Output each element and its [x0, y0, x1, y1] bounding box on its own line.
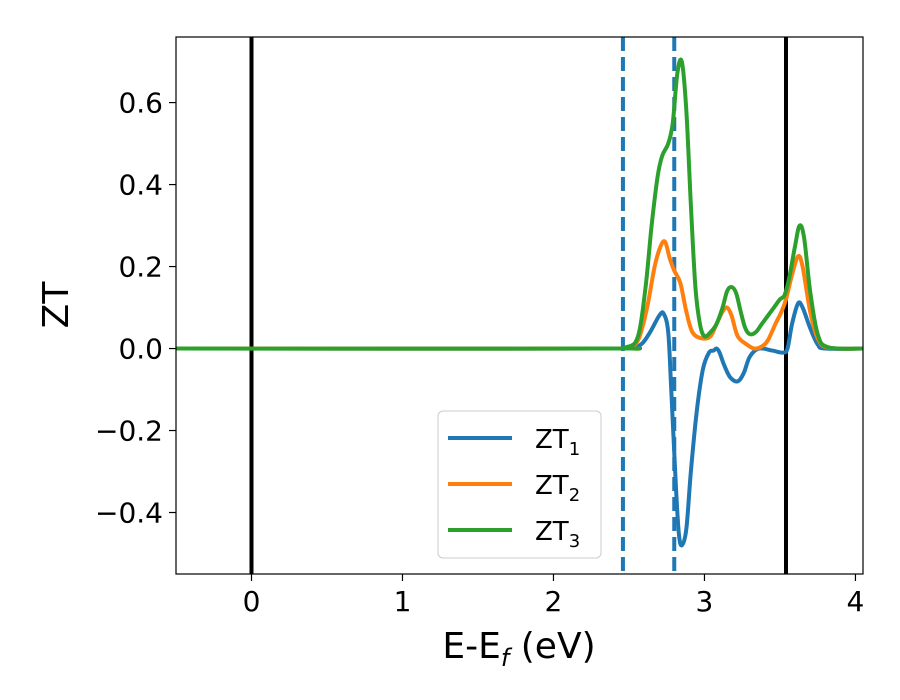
y-axis-ticks: −0.4 −0.2 0.0 0.2 0.4 0.6 — [95, 87, 176, 530]
legend-label-zt3: ZT3 — [535, 517, 580, 552]
series-lines — [176, 57, 863, 548]
y-tick-label: 0.0 — [118, 333, 163, 366]
plot-frame — [175, 36, 864, 575]
x-tick-label: 2 — [545, 585, 563, 618]
x-tick-label: 1 — [394, 585, 412, 618]
x-axis-title-main: E-E — [442, 626, 500, 667]
series-line-zt1 — [176, 300, 863, 548]
y-tick-label: −0.2 — [95, 415, 163, 448]
legend-box — [437, 410, 602, 559]
x-tick-label: 4 — [847, 585, 865, 618]
x-axis-title-unit: (eV) — [509, 626, 595, 667]
series-line-zt3 — [176, 57, 863, 351]
y-tick-label: −0.4 — [95, 497, 163, 530]
legend-label-zt2: ZT2 — [535, 471, 580, 506]
y-tick-label: 0.4 — [118, 169, 163, 202]
y-axis-title: ZT — [36, 281, 77, 329]
y-tick-label: 0.6 — [118, 87, 163, 120]
legend-label-zt1: ZT1 — [535, 425, 580, 460]
legend: ZT1 ZT2 ZT3 — [437, 410, 602, 559]
x-tick-label: 3 — [696, 585, 714, 618]
y-tick-label: 0.2 — [118, 251, 163, 284]
x-axis-title: E-Ef (eV) — [442, 626, 595, 672]
x-tick-label: 0 — [243, 585, 261, 618]
x-axis-ticks: 0 1 2 3 4 — [243, 574, 865, 618]
legend-items: ZT1 ZT2 ZT3 — [448, 425, 580, 552]
